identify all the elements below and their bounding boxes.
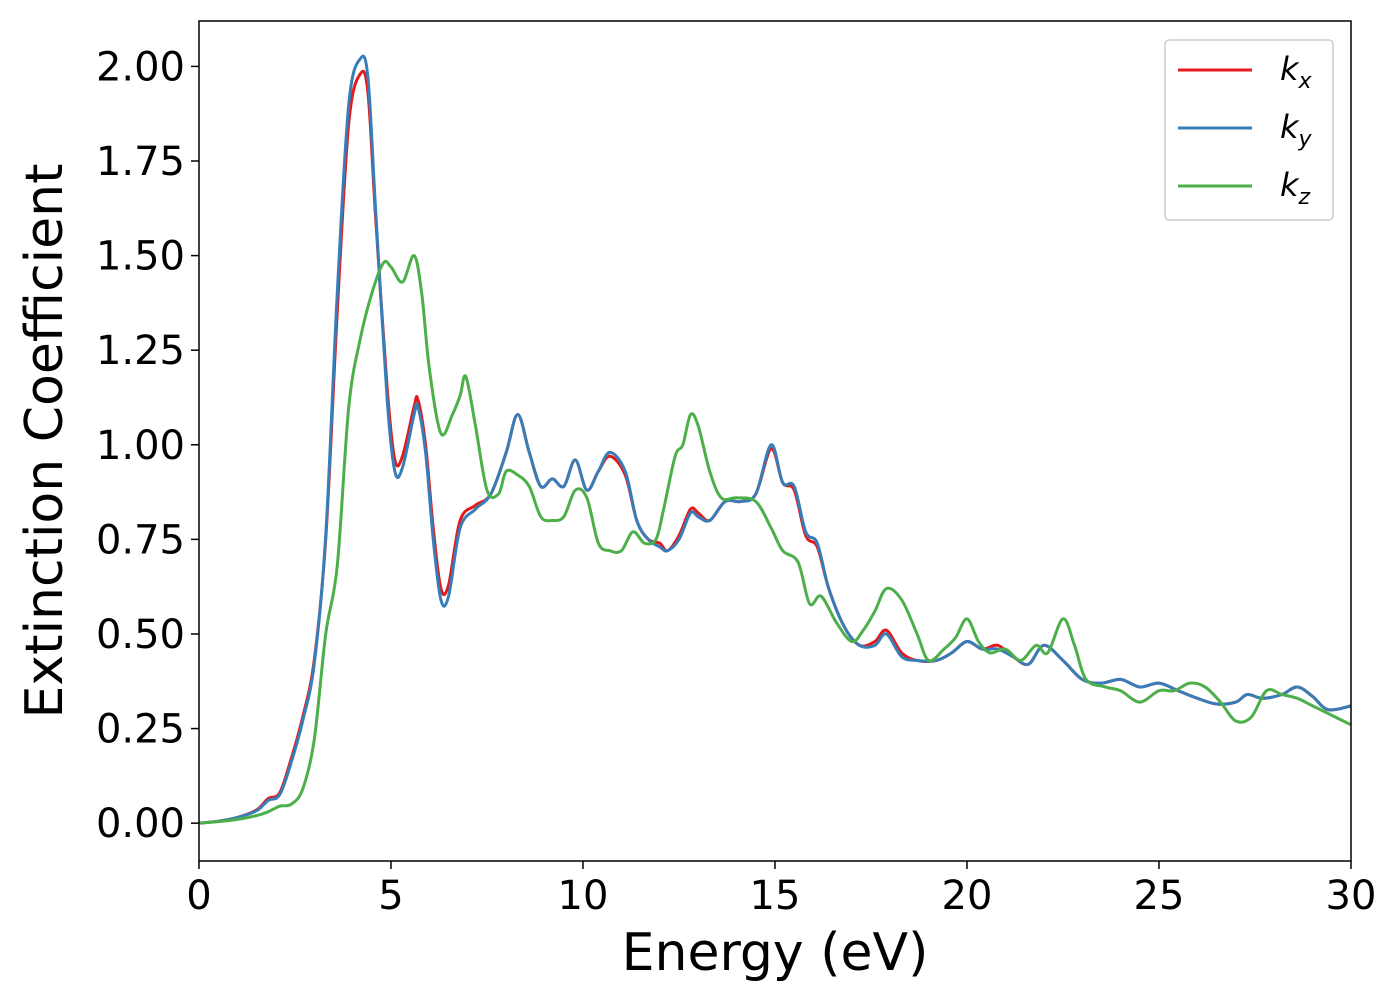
x-tick-label: 0 xyxy=(186,873,211,919)
x-axis-title: Energy (eV) xyxy=(622,923,929,983)
series-layer xyxy=(198,54,1352,825)
y-tick-label: 0.75 xyxy=(96,517,185,563)
x-tick-label: 25 xyxy=(1134,873,1185,919)
x-tick-label: 10 xyxy=(558,873,609,919)
y-tick-label: 1.00 xyxy=(96,423,185,469)
legend-frame xyxy=(1164,39,1334,221)
y-tick-label: 0.25 xyxy=(96,707,185,753)
y-axis-title: Extinction Coefficient xyxy=(15,164,75,719)
y-tick-label: 1.50 xyxy=(96,234,185,280)
x-tick-label: 5 xyxy=(378,873,403,919)
y-axis-ticks: 0.00 0.25 0.50 0.75 1.00 1.25 1.50 1.75 2.00 xyxy=(96,44,199,847)
y-tick-label: 0.00 xyxy=(96,801,185,847)
x-tick-label: 30 xyxy=(1326,873,1377,919)
y-tick-label: 2.00 xyxy=(96,44,185,90)
x-axis-ticks: 0 5 10 15 20 25 30 xyxy=(186,861,1376,919)
y-tick-label: 0.50 xyxy=(96,612,185,658)
x-tick-label: 15 xyxy=(750,873,801,919)
series-line-kz xyxy=(198,254,1352,825)
y-tick-label: 1.25 xyxy=(96,328,185,374)
x-tick-label: 20 xyxy=(942,873,993,919)
y-tick-label: 1.75 xyxy=(96,139,185,185)
